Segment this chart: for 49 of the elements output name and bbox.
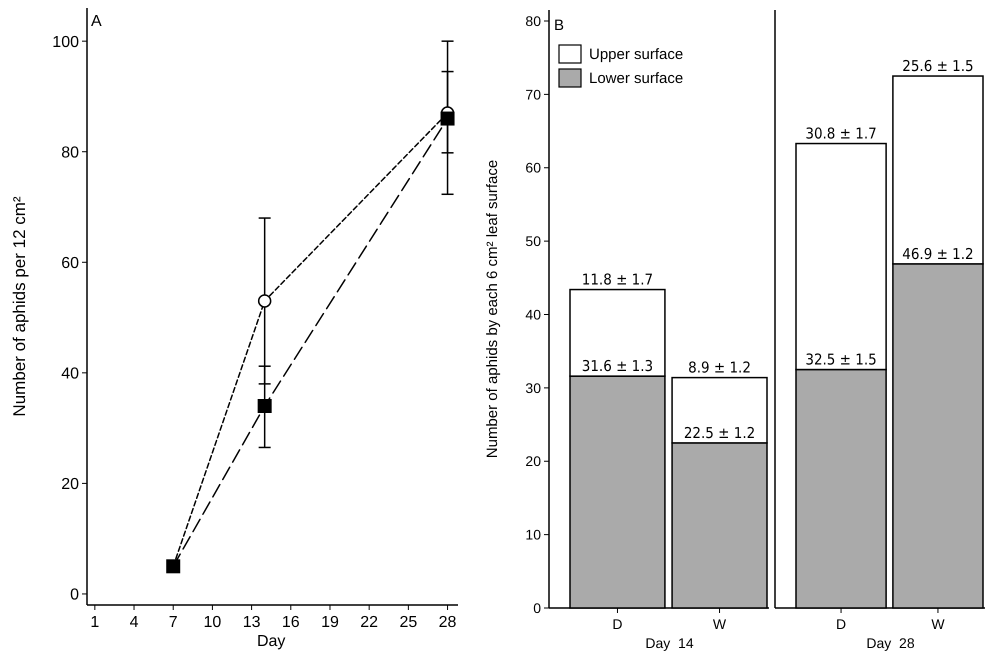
point [258, 399, 272, 413]
chart-title: A [91, 13, 102, 30]
y-tick-label: 50 [525, 233, 542, 250]
data-label: 32.5 ± 1.5 [805, 350, 877, 369]
x-tick-label: 10 [204, 614, 222, 631]
x-axis-title: Day 14 [645, 635, 694, 651]
y-tick-label: 0 [533, 600, 542, 616]
x-tick-label: 25 [399, 614, 418, 631]
data-label: 31.6 ± 1.3 [582, 357, 654, 376]
x-tick-label: 16 [282, 614, 300, 631]
x-tick-label: 19 [321, 614, 339, 631]
x-tick-label: W [712, 616, 727, 632]
data-label: 22.5 ± 1.2 [684, 424, 756, 442]
data-label: 8.9 ± 1.2 [688, 358, 751, 377]
data-label: 46.9 ± 1.2 [902, 244, 974, 263]
x-tick-label: W [931, 616, 946, 632]
y-tick-label: 80 [61, 144, 80, 162]
x-tick-label: D [836, 616, 846, 632]
y-tick-label: 40 [525, 306, 542, 322]
x-tick-label: D [612, 616, 623, 632]
y-tick-label: 70 [525, 86, 542, 102]
data-label: 11.8 ± 1.7 [582, 270, 654, 289]
y-tick-label: 100 [52, 34, 80, 51]
y-tick-label: 20 [61, 476, 80, 493]
legend-label: Lower surface [589, 70, 684, 87]
y-tick-label: 0 [70, 586, 80, 604]
point [440, 112, 455, 126]
y-tick-label: 10 [525, 526, 542, 543]
y-axis-title: Number of aphids by each 6 cm² leaf surface [484, 160, 501, 458]
y-tick-label: 60 [61, 254, 80, 272]
y-tick-label: 40 [61, 365, 80, 382]
point [258, 294, 272, 308]
x-tick-label: 4 [130, 614, 139, 631]
y-axis-title: Number of aphids per 12 cm² [10, 196, 29, 417]
x-tick-label: 22 [360, 614, 378, 631]
text: B [554, 17, 564, 34]
y-tick-label: 80 [525, 12, 542, 29]
y-tick-label: 30 [525, 380, 542, 396]
legend-label: Upper surface [589, 46, 684, 63]
x-tick-label: 28 [438, 614, 457, 631]
x-tick-label: 1 [90, 614, 100, 631]
data-label: 30.8 ± 1.7 [805, 124, 877, 143]
x-axis-title: Day 28 [866, 635, 915, 651]
data-label: 25.6 ± 1.5 [902, 57, 974, 76]
x-tick-label: 7 [168, 614, 178, 631]
y-tick-label: 60 [525, 160, 542, 176]
x-axis-title: Day [256, 633, 286, 650]
y-tick-label: 20 [525, 453, 542, 470]
x-tick-label: 13 [242, 614, 261, 631]
